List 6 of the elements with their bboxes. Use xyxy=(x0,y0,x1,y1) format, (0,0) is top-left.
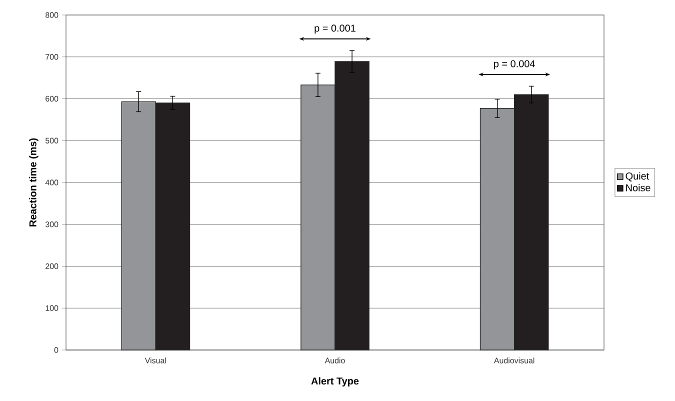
legend-label: Noise xyxy=(626,184,650,192)
x-axis-title: Alert Type xyxy=(311,377,359,386)
annotation: p = 0.004 xyxy=(494,60,535,70)
annotation: p = 0.001 xyxy=(314,24,356,34)
legend-label: Quiet xyxy=(626,172,650,182)
y-axis-title: Reaction time (ms) xyxy=(29,138,38,226)
